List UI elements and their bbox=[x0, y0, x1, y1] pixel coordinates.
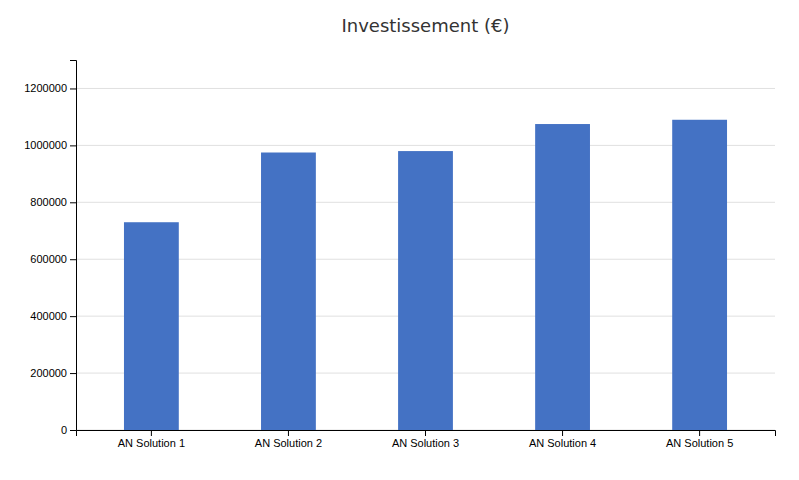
tick-mark bbox=[425, 430, 426, 436]
grid-line bbox=[76, 145, 775, 146]
tick-mark bbox=[699, 430, 700, 436]
axis-line bbox=[77, 431, 776, 437]
tick: 1000000 bbox=[24, 139, 76, 151]
tick: AN Solution 4 bbox=[529, 430, 596, 449]
grid-line bbox=[76, 88, 775, 89]
tick: 1200000 bbox=[24, 82, 76, 94]
tick-label: AN Solution 4 bbox=[529, 437, 596, 449]
tick-mark bbox=[70, 430, 76, 431]
tick: 200000 bbox=[30, 367, 76, 379]
tick: 400000 bbox=[30, 310, 76, 322]
tick-label: 200000 bbox=[30, 367, 67, 379]
tick-label: 1000000 bbox=[24, 139, 67, 151]
bar bbox=[398, 151, 453, 430]
tick-label: AN Solution 1 bbox=[118, 437, 185, 449]
tick: 600000 bbox=[30, 253, 76, 265]
tick-mark bbox=[70, 373, 76, 374]
x-axis: AN Solution 1 AN Solution 2 AN Solution 3 A… bbox=[77, 430, 776, 449]
grid bbox=[76, 88, 775, 430]
tick-label: 0 bbox=[61, 424, 67, 436]
tick-mark bbox=[70, 202, 76, 203]
tick: AN Solution 3 bbox=[392, 430, 459, 449]
chart: Investissement (€) 0 200000 400000 600000 800… bbox=[0, 0, 799, 480]
tick-label: 400000 bbox=[30, 310, 67, 322]
bar bbox=[672, 120, 727, 430]
bar bbox=[124, 222, 179, 430]
tick-label: AN Solution 5 bbox=[666, 437, 733, 449]
y-axis: 0 200000 400000 600000 800000 1000000 1200000 bbox=[24, 61, 76, 437]
tick-mark bbox=[70, 145, 76, 146]
tick-label: AN Solution 3 bbox=[392, 437, 459, 449]
tick: AN Solution 1 bbox=[118, 430, 185, 449]
tick: 800000 bbox=[30, 196, 76, 208]
plot: 0 200000 400000 600000 800000 1000000 1200000 A… bbox=[24, 61, 775, 449]
tick-mark bbox=[70, 88, 76, 89]
tick-mark bbox=[562, 430, 563, 436]
tick-label: 1200000 bbox=[24, 82, 67, 94]
tick: AN Solution 2 bbox=[255, 430, 322, 449]
bar bbox=[535, 124, 590, 430]
tick-label: AN Solution 2 bbox=[255, 437, 322, 449]
axis-line bbox=[70, 61, 77, 431]
tick: AN Solution 5 bbox=[666, 430, 733, 449]
tick-mark bbox=[70, 316, 76, 317]
bar bbox=[261, 153, 316, 431]
tick-mark bbox=[70, 259, 76, 260]
title: Investissement (€) bbox=[341, 15, 509, 36]
tick-label: 600000 bbox=[30, 253, 67, 265]
tick-mark bbox=[288, 430, 289, 436]
tick: 0 bbox=[61, 424, 76, 436]
tick-label: 800000 bbox=[30, 196, 67, 208]
tick-mark bbox=[151, 430, 152, 436]
bars bbox=[124, 120, 727, 430]
